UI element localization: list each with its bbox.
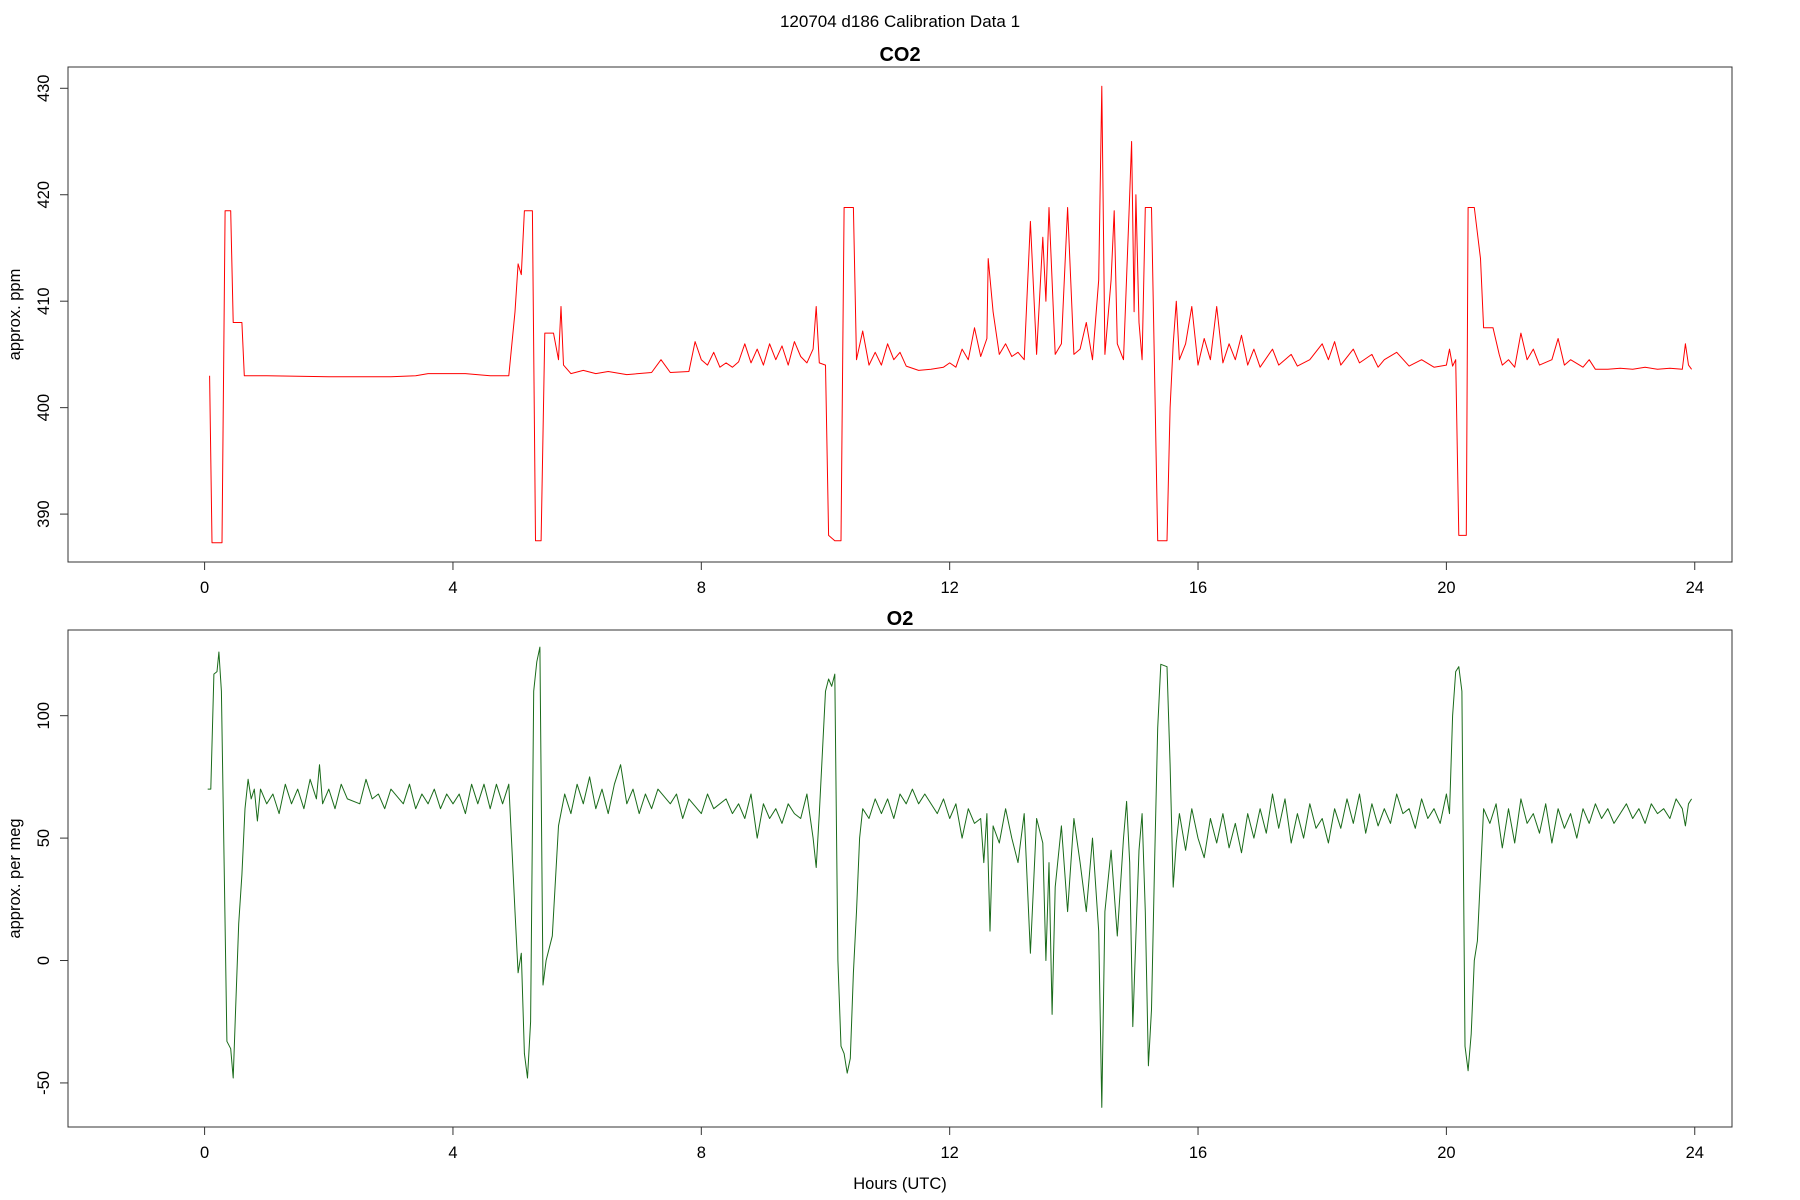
co2-x-tick-label: 24 xyxy=(1686,579,1704,597)
o2-y-tick-label: 0 xyxy=(35,956,53,965)
co2-panel: CO2 0 4 8 12 16 20 24 390 400 410 420 430 approx. … xyxy=(6,44,1733,597)
co2-x-tick-label: 4 xyxy=(448,579,457,597)
o2-x-tick-label: 8 xyxy=(697,1144,706,1162)
co2-x-tick-label: 20 xyxy=(1437,579,1455,597)
co2-y-axis: 390 400 410 420 430 xyxy=(35,75,68,528)
o2-y-axis-label: approx. per meg xyxy=(6,818,24,938)
o2-series-line xyxy=(207,646,1693,1108)
co2-series-line xyxy=(209,85,1693,544)
co2-y-tick-label: 390 xyxy=(35,500,53,528)
co2-y-tick-label: 430 xyxy=(35,75,53,103)
o2-x-tick-label: 12 xyxy=(940,1144,958,1162)
co2-x-axis: 0 4 8 12 16 20 24 xyxy=(200,562,1704,597)
o2-panel-title: O2 xyxy=(887,608,914,630)
o2-x-axis: 0 4 8 12 16 20 24 xyxy=(200,1127,1704,1162)
o2-x-tick-label: 24 xyxy=(1686,1144,1704,1162)
co2-y-axis-label: approx. ppm xyxy=(6,269,24,361)
co2-x-tick-label: 0 xyxy=(200,579,209,597)
o2-x-tick-label: 16 xyxy=(1189,1144,1207,1162)
o2-x-axis-label: Hours (UTC) xyxy=(853,1175,947,1193)
co2-x-tick-label: 8 xyxy=(697,579,706,597)
o2-plot-frame xyxy=(67,629,1733,1128)
co2-panel-title: CO2 xyxy=(879,44,920,66)
co2-y-tick-label: 410 xyxy=(35,287,53,315)
o2-y-tick-label: 100 xyxy=(35,702,53,730)
co2-plot-frame xyxy=(67,66,1733,563)
co2-x-tick-label: 16 xyxy=(1189,579,1207,597)
figure-title: 120704 d186 Calibration Data 1 xyxy=(780,12,1020,31)
o2-y-tick-label: 50 xyxy=(35,829,53,847)
o2-x-tick-label: 4 xyxy=(448,1144,457,1162)
o2-panel: O2 0 4 8 12 16 20 24 -50 0 50 100 approx. per meg… xyxy=(6,608,1733,1193)
o2-y-axis: -50 0 50 100 xyxy=(35,702,68,1095)
co2-y-tick-label: 420 xyxy=(35,181,53,209)
o2-x-tick-label: 20 xyxy=(1437,1144,1455,1162)
co2-y-tick-label: 400 xyxy=(35,394,53,422)
o2-x-tick-label: 0 xyxy=(200,1144,209,1162)
o2-y-tick-label: -50 xyxy=(35,1071,53,1095)
co2-x-tick-label: 12 xyxy=(940,579,958,597)
